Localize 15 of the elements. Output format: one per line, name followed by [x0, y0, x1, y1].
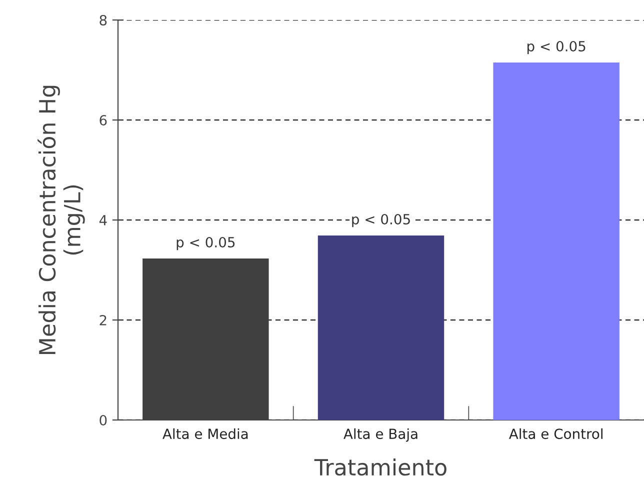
- annotation: p < 0.05: [527, 40, 586, 54]
- bar: [493, 62, 620, 420]
- x-tick-label: Alta e Control: [509, 428, 602, 440]
- x-tick-label: Alta e Baja: [344, 428, 418, 442]
- y-tick-label: 0: [100, 414, 107, 426]
- bar: [318, 236, 444, 420]
- y-tick-label: 8: [100, 14, 107, 26]
- x-tick-label: Alta e Media: [162, 428, 248, 440]
- y-tick-label: 2: [100, 314, 106, 326]
- annotation: p < 0.05: [176, 236, 235, 250]
- y-axis-title: Media Concentración Hg (mg/L): [38, 86, 85, 354]
- y-tick-label: 4: [99, 215, 107, 226]
- annotation: p < 0.05: [352, 214, 410, 228]
- x-axis-title: Tratamiento: [314, 458, 446, 476]
- y-tick-label: 6: [100, 114, 107, 126]
